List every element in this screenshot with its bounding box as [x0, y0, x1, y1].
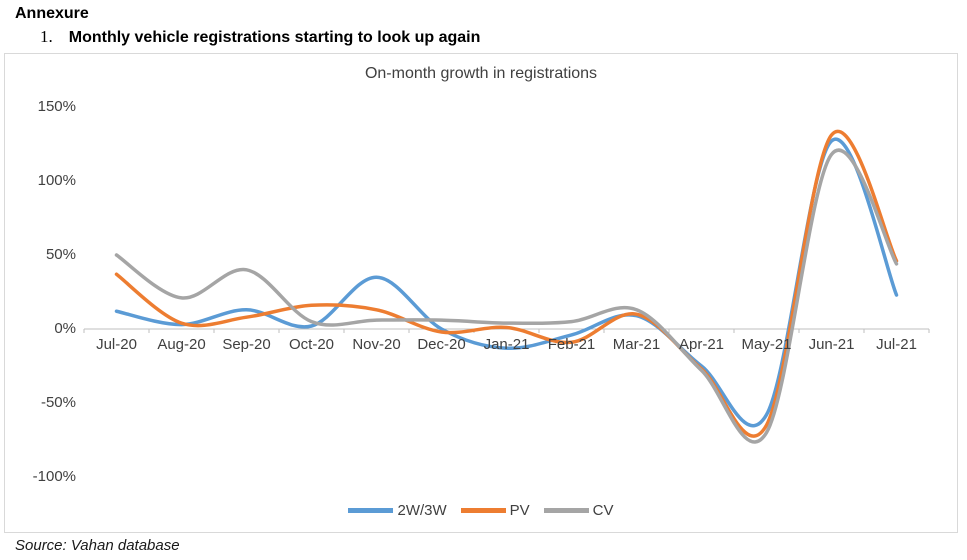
x-axis-label: Sep-20: [222, 336, 271, 353]
chart-caption: 1. Monthly vehicle registrations starting…: [40, 27, 480, 47]
legend-swatch: [543, 508, 589, 513]
y-axis-label: -50%: [40, 394, 76, 411]
y-axis-label: -100%: [32, 468, 76, 485]
x-axis-label: Jul-21: [876, 336, 917, 353]
legend-label: CV: [592, 502, 614, 519]
x-axis-label: May-21: [741, 336, 792, 353]
legend-label: 2W/3W: [397, 502, 447, 519]
series-line-pv: [114, 129, 899, 438]
legend-item-cv: CV: [543, 502, 614, 519]
y-axis-label: 150%: [37, 98, 76, 115]
y-axis-label: 0%: [54, 320, 76, 337]
y-axis-label: 50%: [45, 246, 76, 263]
x-axis-label: Apr-21: [678, 336, 725, 353]
chart-area: On-month growth in registrations 150% 100…: [4, 53, 958, 533]
x-axis-label: Jul-20: [96, 336, 137, 353]
chart-title: On-month growth in registrations: [364, 65, 598, 82]
caption-title: Monthly vehicle registrations starting t…: [68, 29, 481, 46]
x-axis-label: Mar-21: [612, 336, 661, 353]
x-axis-label: Nov-20: [352, 336, 401, 353]
line-chart-plot: [83, 129, 930, 444]
x-axis-label: Jan-21: [483, 336, 530, 353]
y-axis-label: 100%: [37, 172, 76, 189]
x-axis-label: Oct-20: [288, 336, 334, 353]
chart-legend: 2W/3W PV CV: [5, 502, 957, 519]
source-note: Source: Vahan database: [15, 537, 180, 554]
series-line-cv: [114, 148, 899, 444]
legend-item-pv: PV: [460, 502, 530, 519]
legend-swatch: [348, 508, 394, 513]
legend-label: PV: [509, 502, 530, 519]
x-axis-label: Aug-20: [157, 336, 206, 353]
x-axis-label: Dec-20: [417, 336, 466, 353]
caption-number: 1.: [40, 27, 53, 46]
legend-swatch: [460, 508, 506, 513]
x-axis-label: Feb-21: [547, 336, 596, 353]
x-axis-label: Jun-21: [808, 336, 855, 353]
annexure-heading: Annexure: [15, 5, 89, 22]
legend-item-2w-3w: 2W/3W: [348, 502, 447, 519]
